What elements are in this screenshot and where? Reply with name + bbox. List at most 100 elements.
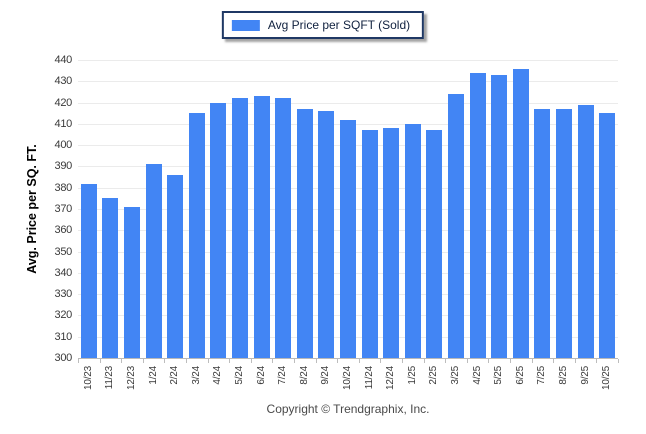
x-axis-tick-label: 4/24 <box>212 366 224 385</box>
x-axis-tick <box>445 359 446 363</box>
bar-6-25 <box>512 68 529 358</box>
gridline <box>78 60 618 61</box>
bar-10-25 <box>599 113 616 358</box>
x-axis-tick-label: 8/25 <box>558 366 569 385</box>
x-axis-tick-label: 12/23 <box>126 366 137 391</box>
x-axis-tick <box>251 359 252 363</box>
y-axis-title: Avg. Price per SQ. FT. <box>25 144 39 274</box>
y-axis-tick-label: 430 <box>54 75 73 87</box>
x-axis-tick-label: 7/24 <box>277 366 289 385</box>
chart-legend: Avg Price per SQFT (Sold) <box>221 11 425 39</box>
x-axis-tick-label: 5/24 <box>234 366 245 385</box>
bar-2-25 <box>426 130 443 358</box>
bar-7-24 <box>275 98 292 358</box>
bar-5-25 <box>491 74 508 358</box>
x-axis-tick-label: 1/24 <box>147 366 159 385</box>
bar-3-25 <box>448 94 464 358</box>
x-axis-tick <box>596 359 597 363</box>
x-axis-tick-label: 7/25 <box>536 366 548 385</box>
x-axis-tick <box>186 359 187 363</box>
x-axis-tick-label: 5/25 <box>493 366 505 385</box>
x-axis-tick-label: 10/25 <box>601 366 613 391</box>
x-axis-tick <box>121 359 122 363</box>
x-axis-tick <box>618 359 619 363</box>
copyright-text: Copyright © Trendgraphix, Inc. <box>266 402 430 416</box>
y-axis-tick-label: 340 <box>54 267 73 279</box>
y-axis-tick-label: 370 <box>54 203 73 215</box>
x-axis-tick <box>510 359 511 363</box>
bar-8-24 <box>296 109 313 358</box>
x-axis-tick <box>294 359 295 363</box>
x-axis-tick <box>424 359 425 363</box>
x-axis-tick-label: 9/25 <box>579 366 591 385</box>
x-axis-tick-label: 1/25 <box>406 366 418 385</box>
bar-11-23 <box>102 198 119 358</box>
bar-6-24 <box>253 96 270 358</box>
bar-4-24 <box>210 102 227 358</box>
plot-area <box>78 60 618 359</box>
x-axis-tick-label: 11/24 <box>363 366 375 390</box>
x-axis-tick-label: 10/24 <box>342 366 353 391</box>
legend-label: Avg Price per SQFT (Sold) <box>267 18 411 32</box>
x-axis-tick <box>78 359 79 363</box>
bar-10-23 <box>80 183 97 358</box>
y-axis-tick-label: 400 <box>54 139 73 151</box>
x-axis-tick <box>467 359 468 363</box>
bar-1-24 <box>145 164 162 358</box>
x-axis-tick <box>272 359 273 363</box>
y-axis-tick-label: 330 <box>54 288 73 300</box>
bar-9-24 <box>318 111 335 358</box>
x-axis-tick-label: 6/25 <box>514 366 526 385</box>
y-axis-tick-label: 380 <box>54 182 73 194</box>
y-axis-tick-label: 410 <box>54 118 73 130</box>
x-axis-tick <box>488 359 489 363</box>
x-axis-tick-label: 9/24 <box>320 366 332 385</box>
y-axis-tick-label: 440 <box>54 54 73 66</box>
x-axis-tick-label: 2/24 <box>169 366 181 385</box>
x-axis-tick <box>337 359 338 363</box>
y-axis-tick-label: 390 <box>54 160 73 172</box>
x-axis-tick <box>553 359 554 363</box>
bar-5-24 <box>232 98 248 358</box>
gridline <box>78 103 618 104</box>
bar-10-24 <box>340 119 356 358</box>
x-axis-tick <box>100 359 101 363</box>
x-axis-tick <box>402 359 403 363</box>
x-axis-tick <box>208 359 209 363</box>
x-axis-tick <box>359 359 360 363</box>
x-axis-tick-label: 12/24 <box>385 366 397 391</box>
x-axis-tick-label: 4/25 <box>471 366 483 385</box>
x-axis-tick-label: 3/25 <box>450 366 461 385</box>
x-axis-tick-label: 11/23 <box>104 366 116 390</box>
bar-7-25 <box>534 109 551 358</box>
y-axis-tick-label: 420 <box>54 97 73 109</box>
x-axis-tick <box>143 359 144 363</box>
bar-3-24 <box>188 113 205 358</box>
x-axis-tick-label: 6/24 <box>255 366 267 385</box>
bar-1-25 <box>404 123 421 358</box>
bar-11-24 <box>361 130 378 358</box>
y-axis-tick-label: 360 <box>54 224 73 236</box>
y-axis-tick-label: 320 <box>54 309 73 321</box>
x-axis-tick <box>575 359 576 363</box>
bar-8-25 <box>556 109 572 358</box>
y-axis-tick-label: 310 <box>54 331 73 343</box>
x-axis-tick <box>164 359 165 363</box>
x-axis-tick-label: 8/24 <box>298 366 310 385</box>
x-axis-tick-label: 2/25 <box>428 366 440 385</box>
bar-12-24 <box>383 128 400 358</box>
x-axis-tick-label: 3/24 <box>190 366 202 385</box>
x-axis-tick <box>532 359 533 363</box>
x-axis-tick <box>380 359 381 363</box>
bar-2-24 <box>167 174 184 358</box>
legend-swatch-icon <box>231 19 260 31</box>
bar-12-23 <box>124 206 140 358</box>
bar-9-25 <box>577 104 594 358</box>
y-axis-tick-label: 300 <box>54 352 73 364</box>
x-axis-tick-label: 10/23 <box>82 366 94 391</box>
gridline <box>78 81 618 82</box>
x-axis-tick <box>316 359 317 363</box>
y-axis-tick-label: 350 <box>54 246 73 258</box>
bar-4-25 <box>469 72 486 358</box>
